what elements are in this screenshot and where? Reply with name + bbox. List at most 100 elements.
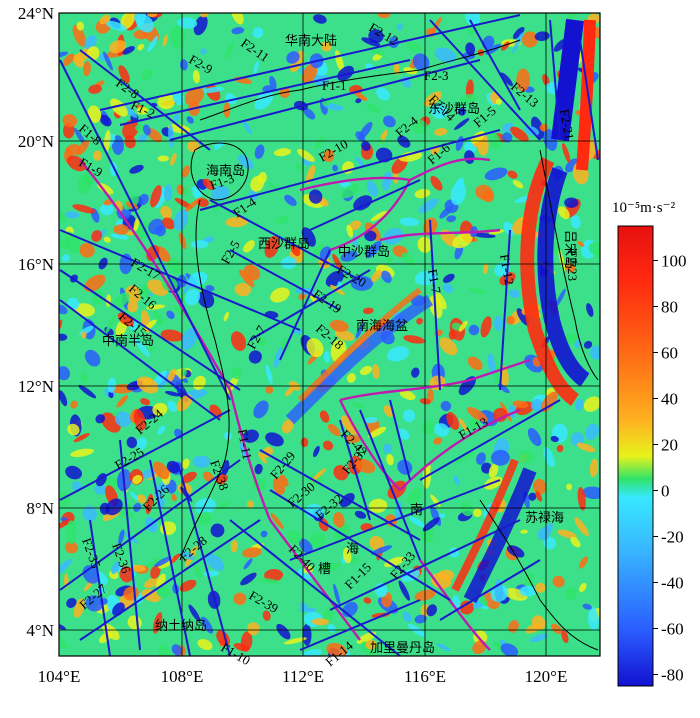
anomaly-blob	[543, 536, 556, 550]
anomaly-blob	[516, 308, 530, 326]
anomaly-blob	[234, 282, 251, 297]
anomaly-blob	[171, 493, 177, 502]
anomaly-blob	[369, 535, 385, 551]
anomaly-blob	[152, 402, 168, 416]
anomaly-blob	[440, 400, 452, 412]
anomaly-blob	[152, 612, 163, 634]
anomaly-blob	[301, 62, 318, 85]
anomaly-blob	[160, 329, 184, 342]
anomaly-blob	[324, 103, 344, 111]
anomaly-blob	[116, 394, 129, 408]
anomaly-blob	[416, 317, 423, 325]
anomaly-blob	[436, 643, 451, 652]
anomaly-blob	[62, 53, 75, 66]
anomaly-blob	[188, 604, 201, 622]
place-label-lvsong: 吕宋岛	[562, 230, 578, 269]
place-labels: 华南大陆 东沙群岛 海南岛 西沙群岛 中沙群岛 南海海盆 中南半岛 吕宋岛 苏禄…	[102, 33, 578, 656]
anomaly-blob	[467, 356, 483, 370]
anomaly-blob	[348, 220, 362, 231]
anomaly-blob	[439, 205, 454, 219]
anomaly-blob	[81, 331, 87, 339]
anomaly-blob	[91, 230, 103, 242]
anomaly-blob	[435, 292, 447, 310]
zhongnan-char-1: 中南半岛	[102, 333, 154, 349]
anomaly-blob	[225, 216, 249, 228]
anomaly-blob	[191, 239, 209, 249]
anomaly-blob	[193, 15, 208, 36]
anomaly-blob	[184, 86, 205, 106]
anomaly-blob	[533, 478, 547, 495]
anomaly-blob	[192, 375, 206, 390]
y-tick-20: 20°N	[18, 132, 54, 151]
anomaly-blob	[311, 618, 329, 626]
anomaly-blob	[84, 35, 97, 50]
anomaly-blob	[386, 346, 410, 362]
anomaly-blob	[575, 398, 584, 411]
anomaly-blob	[283, 637, 307, 645]
anomaly-blob	[147, 128, 163, 143]
anomaly-blob	[383, 405, 394, 417]
anomaly-blob	[364, 417, 378, 424]
anomaly-blob	[577, 240, 585, 247]
fault-label: F1-11	[235, 428, 255, 461]
anomaly-blob	[519, 585, 537, 597]
anomaly-blob	[366, 180, 379, 197]
fault-lines	[59, 14, 599, 656]
anomaly-blob	[174, 197, 193, 209]
anomaly-blob	[153, 461, 170, 480]
anomaly-blob	[224, 41, 234, 60]
anomaly-blob	[180, 471, 197, 484]
colorbar: 10⁻⁵m·s⁻² 100 80 60 40 20 0 -20 -40 -60 -80	[612, 200, 687, 687]
anomaly-blob	[314, 135, 325, 149]
x-tick-108: 108°E	[161, 667, 204, 686]
anomaly-blob	[414, 270, 438, 286]
anomaly-blob	[211, 185, 230, 202]
anomaly-blob	[439, 337, 458, 356]
anomaly-blob	[430, 103, 448, 120]
anomaly-blob	[76, 140, 90, 156]
anomaly-blob	[254, 463, 263, 475]
anomaly-blob	[121, 46, 135, 55]
anomaly-blob	[476, 452, 486, 465]
anomaly-blob	[376, 87, 390, 101]
anomaly-blob	[262, 610, 271, 621]
anomaly-blob	[130, 491, 140, 502]
anomaly-blob	[231, 27, 245, 35]
anomaly-blob	[65, 465, 82, 480]
anomaly-blob	[587, 607, 599, 631]
anomaly-blob	[466, 406, 488, 422]
anomaly-blob	[530, 633, 549, 643]
anomaly-blob	[310, 468, 327, 482]
anomaly-blob	[61, 254, 71, 262]
anomaly-blob	[59, 623, 66, 631]
anomaly-blob	[355, 322, 365, 339]
anomaly-blob	[132, 475, 143, 485]
anomaly-blob	[520, 529, 528, 534]
anomaly-blob	[76, 174, 93, 194]
anomaly-blob	[160, 206, 172, 219]
anomaly-blob	[84, 349, 101, 367]
place-label-hainan: 海南岛	[206, 163, 245, 179]
anomaly-blob	[557, 529, 577, 539]
anomaly-blob	[179, 579, 197, 592]
anomaly-blob	[167, 258, 184, 275]
anomaly-blob	[500, 72, 513, 87]
anomaly-blob	[355, 157, 364, 166]
anomaly-blob	[350, 275, 374, 291]
anomaly-blob	[464, 13, 481, 27]
anomaly-blob	[494, 361, 500, 386]
anomaly-blob	[164, 391, 181, 397]
anomaly-blob	[353, 91, 368, 101]
anomaly-blob	[570, 536, 581, 548]
anomaly-blob	[173, 114, 180, 122]
anomaly-blob	[516, 68, 530, 92]
anomaly-blob	[272, 477, 285, 496]
anomaly-blob	[582, 603, 592, 610]
anomaly-blob	[473, 508, 482, 518]
anomaly-blob	[565, 586, 578, 601]
anomaly-blob	[361, 37, 381, 47]
anomaly-blob	[301, 227, 316, 247]
anomaly-blob	[242, 429, 259, 443]
colorbar-tick-label: -20	[661, 528, 684, 547]
anomaly-blob	[327, 423, 341, 437]
